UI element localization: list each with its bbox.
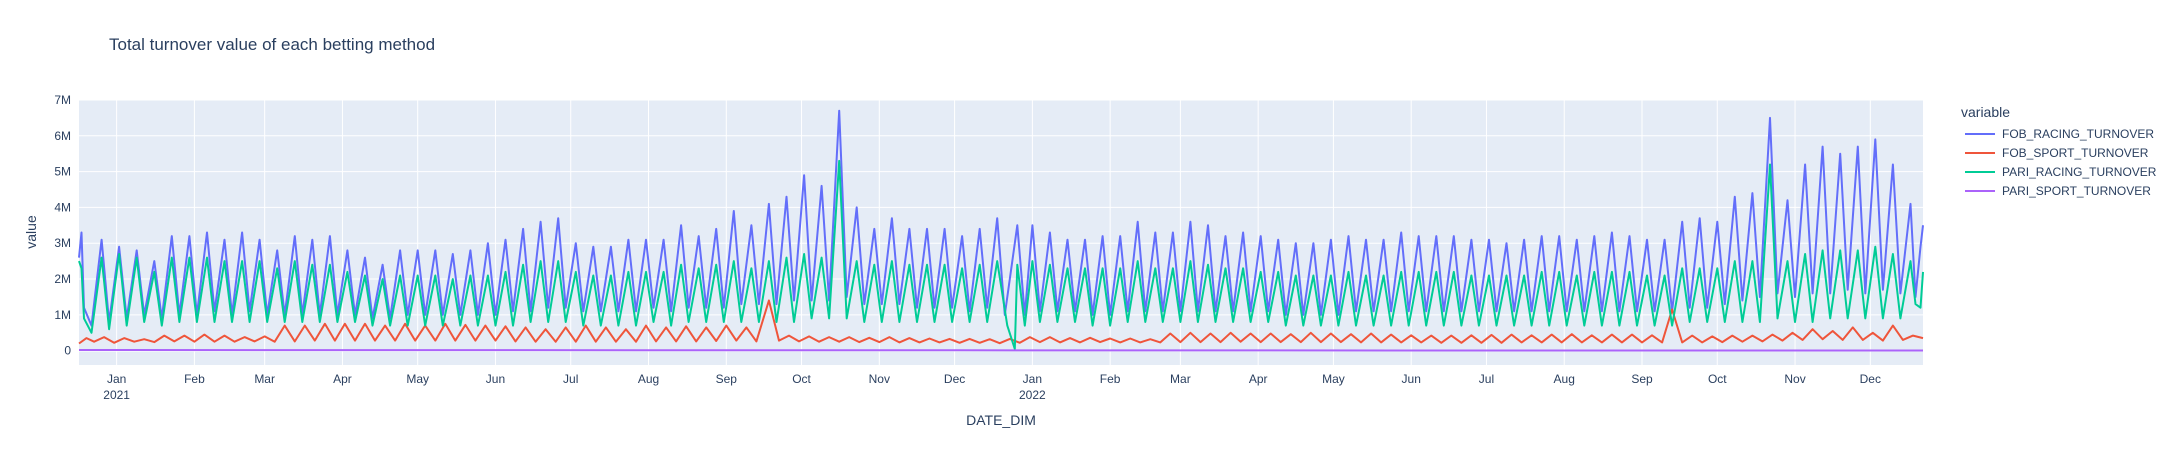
x-tick-label: May bbox=[1322, 372, 1345, 386]
y-tick-label: 2M bbox=[54, 272, 71, 286]
y-tick-label: 1M bbox=[54, 308, 71, 322]
x-tick-label: Dec bbox=[944, 372, 965, 386]
x-tick-label: Nov bbox=[869, 372, 890, 386]
chart-title: Total turnover value of each betting met… bbox=[109, 35, 435, 54]
y-axis: 0 1M 2M 3M 4M 5M 6M 7M bbox=[54, 93, 71, 358]
x-tick-label: Jul bbox=[563, 372, 578, 386]
x-tick-label: Sep bbox=[1631, 372, 1653, 386]
y-tick-label: 7M bbox=[54, 93, 71, 107]
x-tick-label: Apr bbox=[1249, 372, 1268, 386]
x-tick-label: Dec bbox=[1860, 372, 1881, 386]
legend-item-label: FOB_RACING_TURNOVER bbox=[2002, 127, 2154, 141]
y-tick-label: 3M bbox=[54, 236, 71, 250]
x-tick-label: Jun bbox=[1402, 372, 1421, 386]
x-tick-label: Nov bbox=[1784, 372, 1805, 386]
legend-item-label: FOB_SPORT_TURNOVER bbox=[2002, 146, 2149, 160]
x-tick-label: Mar bbox=[254, 372, 275, 386]
x-tick-label: Oct bbox=[1708, 372, 1727, 386]
series-line-pari-racing-turnover bbox=[78, 159, 1924, 350]
x-tick-year-label: 2022 bbox=[1019, 388, 1046, 402]
x-tick-label: Aug bbox=[1554, 372, 1575, 386]
legend: variable FOB_RACING_TURNOVER FOB_SPORT_TU… bbox=[1961, 104, 2157, 198]
x-tick-label: Oct bbox=[792, 372, 811, 386]
x-tick-label: Jun bbox=[486, 372, 505, 386]
x-tick-label: Aug bbox=[638, 372, 659, 386]
x-tick-label: Feb bbox=[1100, 372, 1121, 386]
x-tick-label: Jul bbox=[1479, 372, 1494, 386]
y-tick-label: 5M bbox=[54, 165, 71, 179]
series-line-fob-racing-turnover bbox=[78, 109, 1924, 327]
x-tick-label: Apr bbox=[333, 372, 352, 386]
x-axis-title: DATE_DIM bbox=[966, 412, 1036, 428]
legend-title: variable bbox=[1961, 104, 2010, 120]
x-tick-label: Feb bbox=[184, 372, 205, 386]
x-tick-label: Sep bbox=[716, 372, 738, 386]
y-tick-label: 4M bbox=[54, 200, 71, 214]
legend-item-label: PARI_RACING_TURNOVER bbox=[2002, 165, 2157, 179]
series-lines bbox=[78, 109, 1924, 352]
x-tick-label: Jan bbox=[107, 372, 126, 386]
y-tick-label: 6M bbox=[54, 129, 71, 143]
x-tick-year-label: 2021 bbox=[103, 388, 130, 402]
series-line-pari-sport-turnover bbox=[78, 349, 1923, 352]
plot-area bbox=[79, 100, 1923, 365]
y-axis-title: value bbox=[23, 215, 39, 249]
y-tick-label: 0 bbox=[64, 344, 71, 358]
series-line-fob-sport-turnover bbox=[78, 299, 1924, 345]
x-axis: Jan 2021 Feb Mar Apr May Jun Jul Aug Sep Oct Nov Dec… bbox=[103, 372, 1881, 402]
x-tick-label: Jan bbox=[1023, 372, 1042, 386]
legend-item-label: PARI_SPORT_TURNOVER bbox=[2002, 184, 2151, 198]
x-tick-label: Mar bbox=[1170, 372, 1191, 386]
x-tick-label: May bbox=[406, 372, 429, 386]
